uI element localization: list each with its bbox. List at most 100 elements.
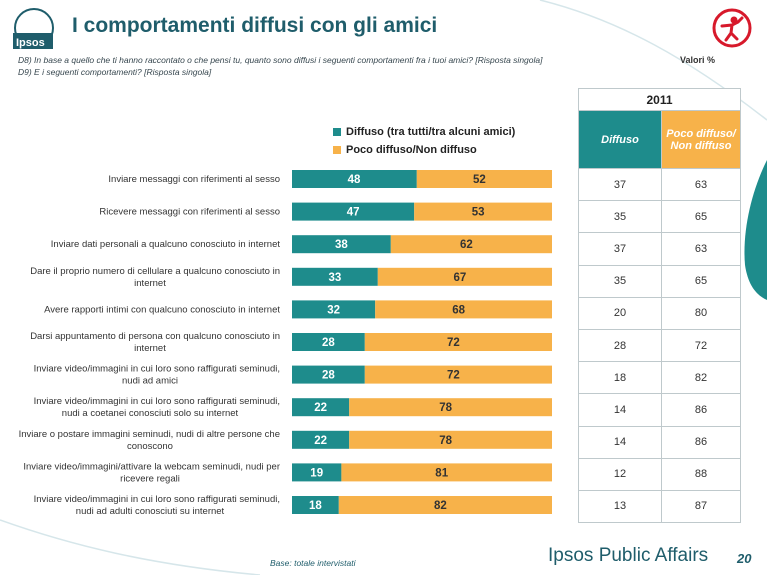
bar-diffuso	[292, 235, 391, 254]
table-cell-poco-diffuso: 63	[661, 167, 741, 202]
table-row: 14 86	[578, 425, 741, 459]
data-label-poco-diffuso: 53	[472, 207, 485, 219]
legend-label-poco-diffuso: Poco diffuso/Non diffuso	[346, 144, 477, 156]
table-2011: 2011 Diffuso Poco diffuso/ Non diffuso 3…	[578, 88, 741, 524]
bar-diffuso	[292, 496, 339, 514]
bar-diffuso	[292, 365, 365, 384]
table-cell-poco-diffuso: 82	[661, 361, 741, 395]
save-the-children-logo-icon	[712, 8, 752, 48]
data-label-poco-diffuso: 78	[439, 402, 452, 414]
data-label-diffuso: 47	[347, 207, 360, 219]
bar-poco-diffuso	[349, 398, 552, 417]
table-row: 35 65	[578, 200, 741, 234]
table-cell-diffuso: 37	[578, 232, 662, 266]
table-year-header: 2011	[578, 88, 741, 111]
bar-poco-diffuso	[390, 235, 552, 254]
table-col-diffuso: Diffuso	[578, 110, 662, 169]
base-note: Base: totale intervistati	[270, 558, 356, 568]
table-row: 37 63	[578, 232, 741, 266]
data-label-poco-diffuso: 78	[439, 435, 452, 447]
category-label: Inviare dati personali a qualcuno conosc…	[51, 239, 281, 250]
data-label-diffuso: 33	[329, 272, 342, 284]
table-cell-diffuso: 14	[578, 393, 662, 427]
data-label-diffuso: 28	[322, 370, 335, 382]
table-cell-poco-diffuso: 72	[661, 328, 741, 363]
bar-diffuso	[292, 170, 417, 188]
data-label-diffuso: 19	[310, 467, 323, 479]
values-unit-label: Valori %	[680, 55, 716, 65]
table-cell-diffuso: 14	[578, 425, 662, 459]
table-cell-diffuso: 35	[578, 264, 662, 298]
bar-poco-diffuso	[364, 365, 552, 384]
category-label: Inviare video/immagini/attivare la webca…	[23, 461, 280, 484]
table-cell-diffuso: 37	[578, 167, 662, 202]
table-row: 35 65	[578, 264, 741, 298]
bar-poco-diffuso	[349, 430, 552, 449]
table-row: 28 72	[578, 328, 741, 363]
legend-item-diffuso: Diffuso (tra tutti/tra alcuni amici)	[333, 123, 515, 141]
category-label: Avere rapporti intimi con qualcuno conos…	[44, 304, 280, 315]
bar-diffuso	[292, 398, 350, 417]
legend-item-poco-diffuso: Poco diffuso/Non diffuso	[333, 141, 515, 159]
page-title: I comportamenti diffusi con gli amici	[72, 14, 438, 37]
ipsos-logo-icon: Ipsos	[10, 8, 58, 54]
data-label-diffuso: 28	[322, 337, 335, 349]
table-row: 12 88	[578, 457, 741, 491]
table-cell-poco-diffuso: 65	[661, 200, 741, 234]
bar-poco-diffuso	[375, 300, 552, 319]
table-cell-diffuso: 12	[578, 457, 662, 491]
bar-diffuso	[292, 267, 378, 286]
bar-poco-diffuso	[416, 170, 552, 188]
bar-diffuso	[292, 300, 376, 319]
data-label-diffuso: 18	[309, 500, 322, 512]
category-label: Inviare video/immagini in cui loro sono …	[34, 396, 280, 419]
bar-diffuso	[292, 202, 415, 221]
data-label-poco-diffuso: 82	[434, 500, 447, 512]
bar-poco-diffuso	[338, 496, 552, 514]
table-cell-poco-diffuso: 63	[661, 232, 741, 266]
data-label-diffuso: 48	[348, 174, 361, 186]
page-number: 20	[737, 551, 752, 566]
table-row: 20 80	[578, 296, 741, 330]
bar-diffuso	[292, 430, 350, 449]
table-cell-poco-diffuso: 80	[661, 296, 741, 330]
data-label-poco-diffuso: 72	[447, 370, 460, 382]
chart-legend: Diffuso (tra tutti/tra alcuni amici) Poc…	[333, 123, 515, 159]
table-row: 37 63	[578, 167, 741, 202]
category-label: Inviare o postare immagini seminudi, nud…	[19, 429, 280, 452]
category-label: Ricevere messaggi con riferimenti al ses…	[99, 207, 280, 218]
data-label-diffuso: 22	[314, 435, 327, 447]
data-label-poco-diffuso: 52	[473, 174, 486, 186]
data-label-poco-diffuso: 68	[452, 304, 465, 316]
table-cell-poco-diffuso: 86	[661, 425, 741, 459]
bar-poco-diffuso	[414, 202, 552, 221]
category-label: Inviare messaggi con riferimenti al sess…	[108, 174, 280, 185]
data-label-diffuso: 22	[314, 402, 327, 414]
data-label-poco-diffuso: 72	[447, 337, 460, 349]
table-col-poco-diffuso: Poco diffuso/ Non diffuso	[661, 110, 741, 169]
category-label: Inviare video/immagini in cui loro sono …	[34, 364, 280, 387]
question-d9: D9) E i seguenti comportamenti? [Rispost…	[18, 67, 212, 77]
table-cell-diffuso: 28	[578, 328, 662, 363]
category-label: Dare il proprio numero di cellulare a qu…	[30, 266, 280, 289]
data-label-poco-diffuso: 67	[454, 272, 467, 284]
legend-swatch-teal	[333, 128, 341, 136]
bar-poco-diffuso	[341, 463, 552, 482]
table-cell-diffuso: 35	[578, 200, 662, 234]
data-label-diffuso: 32	[327, 304, 340, 316]
legend-swatch-orange	[333, 146, 341, 154]
category-label: Darsi appuntamento di persona con qualcu…	[30, 331, 280, 354]
category-label: Inviare video/immagini in cui loro sono …	[34, 494, 280, 517]
bar-diffuso	[292, 463, 342, 482]
bar-poco-diffuso	[364, 333, 552, 351]
table-row: 14 86	[578, 393, 741, 427]
table-cell-poco-diffuso: 88	[661, 457, 741, 491]
question-d8: D8) In base a quello che ti hanno raccon…	[18, 55, 543, 65]
logo-text: Ipsos	[16, 37, 45, 49]
table-row: 18 82	[578, 361, 741, 395]
brand-footer: Ipsos Public Affairs	[548, 545, 709, 566]
table-cell-poco-diffuso: 86	[661, 393, 741, 427]
data-label-diffuso: 38	[335, 239, 348, 251]
table-cell-diffuso: 13	[578, 489, 662, 524]
stacked-bar-chart: Inviare messaggi con riferimenti al sess…	[19, 170, 552, 517]
